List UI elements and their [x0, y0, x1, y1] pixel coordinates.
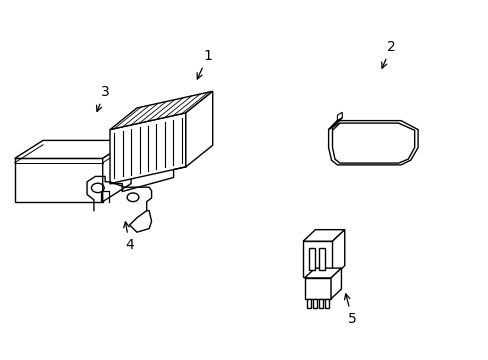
Polygon shape	[308, 248, 314, 270]
Polygon shape	[185, 91, 212, 167]
Text: 5: 5	[344, 294, 356, 325]
Polygon shape	[318, 248, 324, 270]
Polygon shape	[319, 299, 322, 308]
Text: 3: 3	[96, 85, 109, 111]
Polygon shape	[303, 230, 344, 241]
Text: 1: 1	[197, 49, 212, 79]
Polygon shape	[15, 140, 131, 158]
Polygon shape	[303, 241, 332, 277]
Polygon shape	[312, 299, 316, 308]
Polygon shape	[330, 268, 341, 299]
Polygon shape	[304, 278, 330, 299]
Polygon shape	[332, 230, 344, 277]
Text: 2: 2	[381, 40, 395, 68]
Polygon shape	[328, 121, 417, 165]
Polygon shape	[328, 118, 342, 130]
Polygon shape	[15, 158, 102, 202]
Polygon shape	[102, 140, 131, 202]
Text: 4: 4	[123, 222, 134, 252]
Polygon shape	[110, 113, 185, 184]
Polygon shape	[332, 123, 414, 163]
Polygon shape	[110, 91, 212, 130]
Polygon shape	[304, 268, 341, 278]
Polygon shape	[325, 299, 328, 308]
Polygon shape	[306, 299, 310, 308]
